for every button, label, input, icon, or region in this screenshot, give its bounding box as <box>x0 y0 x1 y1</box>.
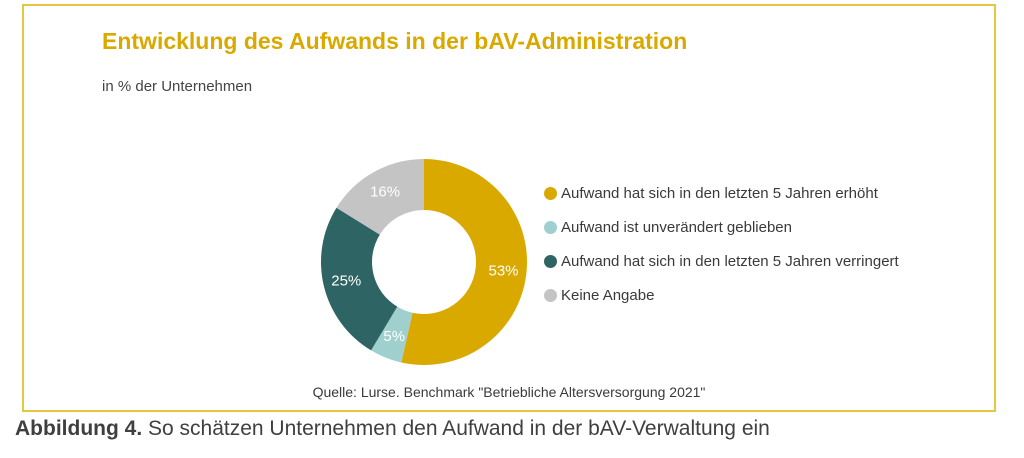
donut-slice-4 <box>336 159 424 235</box>
legend-label: Aufwand ist unverändert geblieben <box>561 218 792 236</box>
donut-slice-1 <box>401 159 527 365</box>
legend-label: Aufwand hat sich in den letzten 5 Jahren… <box>561 252 899 270</box>
legend-marker-icon <box>544 186 557 200</box>
legend-marker-icon <box>544 220 557 234</box>
donut-slice-3 <box>321 207 398 351</box>
figure-caption: Abbildung 4. So schätzen Unternehmen den… <box>15 417 770 441</box>
chart-title: Entwicklung des Aufwands in der bAV-Admi… <box>102 28 688 54</box>
legend-item-1: Aufwand hat sich in den letzten 5 Jahren… <box>544 176 899 210</box>
caption-label: Abbildung 4. <box>15 417 143 440</box>
caption-text: So schätzen Unternehmen den Aufwand in d… <box>142 417 770 440</box>
legend-marker-icon <box>544 254 557 268</box>
donut-chart: 53% 5% 25% 16% <box>321 159 527 365</box>
legend-item-4: Keine Angabe <box>544 278 899 312</box>
chart-subtitle: in % der Unternehmen <box>102 78 253 95</box>
slice-label-3: 25% <box>331 272 361 289</box>
legend-item-2: Aufwand ist unverändert geblieben <box>544 210 899 244</box>
slice-label-1: 53% <box>488 262 518 279</box>
legend-item-3: Aufwand hat sich in den letzten 5 Jahren… <box>544 244 899 278</box>
legend-label: Keine Angabe <box>561 286 655 304</box>
chart-source: Quelle: Lurse. Benchmark "Betriebliche A… <box>312 384 706 400</box>
chart-legend: Aufwand hat sich in den letzten 5 Jahren… <box>544 176 899 312</box>
donut-slice-2 <box>371 306 413 363</box>
slice-label-2: 5% <box>383 328 405 345</box>
legend-marker-icon <box>544 288 557 302</box>
chart-frame: Entwicklung des Aufwands in der bAV-Admi… <box>22 4 996 412</box>
slice-label-4: 16% <box>370 184 400 201</box>
legend-label: Aufwand hat sich in den letzten 5 Jahren… <box>561 184 878 202</box>
